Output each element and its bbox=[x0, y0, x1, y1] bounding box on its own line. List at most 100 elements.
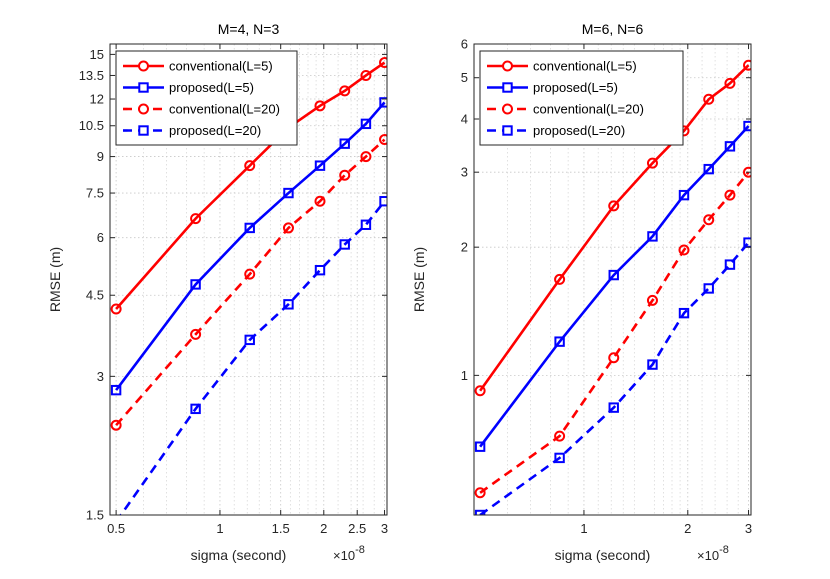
chart-title: M=4, N=3 bbox=[218, 21, 280, 37]
x-exponent-power: -8 bbox=[355, 544, 365, 556]
y-tick-label: 3 bbox=[97, 369, 104, 384]
series-2-point bbox=[608, 269, 619, 281]
series-3-point bbox=[646, 294, 658, 306]
series-1-point bbox=[110, 303, 122, 315]
legend: conventional(L=5) proposed(L=5) convention… bbox=[479, 50, 684, 146]
series-2-point bbox=[283, 187, 294, 199]
legend-item-1: conventional(L=5) bbox=[123, 59, 273, 74]
legend-item-1: conventional(L=5) bbox=[487, 59, 637, 74]
series-2-point bbox=[678, 189, 690, 201]
series-1-point bbox=[724, 77, 736, 89]
series-3-point bbox=[110, 419, 122, 431]
x-exponent-label: ×10-8 bbox=[333, 544, 365, 563]
series-3-point bbox=[244, 268, 256, 280]
series-line-4 bbox=[119, 200, 386, 515]
series-1-point bbox=[244, 160, 256, 172]
x-exponent-power: -8 bbox=[719, 544, 729, 556]
series-2-point bbox=[474, 441, 486, 452]
legend-marker bbox=[502, 60, 513, 72]
chart-panel-2: 1 2 3 1 2 3 4 5 6 ×10-8 M=6, N=6 sigma (second) RMSE… bbox=[411, 21, 752, 563]
x-tick-label: 1.5 bbox=[272, 521, 290, 536]
legend-item-3: conventional(L=20) bbox=[123, 102, 280, 117]
x-tick-label: 0.5 bbox=[107, 521, 125, 536]
x-tick-label: 3 bbox=[381, 521, 388, 536]
series-1-point bbox=[554, 273, 566, 285]
series-2-point bbox=[743, 120, 751, 132]
x-exponent-base: ×10 bbox=[697, 548, 719, 563]
series-group bbox=[110, 57, 387, 515]
grid bbox=[110, 44, 387, 516]
series-1-point bbox=[339, 85, 351, 97]
legend-marker bbox=[138, 125, 149, 136]
series-1-point bbox=[646, 157, 658, 169]
series-2-point bbox=[339, 138, 350, 149]
series-4-point bbox=[283, 299, 294, 310]
series-3-point bbox=[282, 222, 294, 234]
y-tick-label: 13.5 bbox=[79, 68, 104, 83]
series-4-point bbox=[379, 196, 387, 207]
legend-marker bbox=[138, 82, 149, 93]
series-3-point bbox=[339, 169, 351, 181]
series-3-point bbox=[703, 214, 715, 226]
series-2-point bbox=[554, 336, 565, 347]
y-tick-label: 5 bbox=[461, 70, 468, 85]
series-2-point bbox=[190, 279, 201, 290]
legend-label: proposed(L=5) bbox=[533, 80, 618, 95]
y-tick-label: 12 bbox=[90, 92, 104, 107]
series-3-point bbox=[360, 151, 372, 163]
series-group bbox=[474, 59, 751, 515]
legend-item-4: proposed(L=20) bbox=[123, 123, 261, 138]
series-3-point bbox=[314, 195, 326, 207]
legend-marker bbox=[502, 125, 513, 136]
series-2-point bbox=[244, 222, 255, 234]
y-axis-label: RMSE (m) bbox=[411, 247, 427, 312]
x-exponent-base: ×10 bbox=[333, 548, 355, 563]
series-4-point bbox=[608, 402, 619, 413]
series-2-point bbox=[703, 163, 714, 175]
x-tick-label: 2 bbox=[684, 521, 691, 536]
series-3-point bbox=[190, 328, 202, 340]
legend-marker bbox=[138, 103, 149, 115]
series-3-point bbox=[678, 244, 690, 256]
series-1-point bbox=[360, 69, 372, 81]
series-1-point bbox=[703, 93, 715, 105]
x-tick-label: 1 bbox=[580, 521, 587, 536]
series-1-point bbox=[379, 57, 387, 69]
x-exponent-label: ×10-8 bbox=[697, 544, 729, 563]
y-tick-label: 2 bbox=[461, 240, 468, 255]
axes-box bbox=[109, 43, 388, 516]
ticks bbox=[110, 44, 387, 516]
legend-item-4: proposed(L=20) bbox=[487, 123, 625, 138]
series-2-point bbox=[724, 141, 736, 152]
x-tick-label: 3 bbox=[745, 521, 752, 536]
y-tick-label: 10.5 bbox=[79, 118, 104, 133]
y-tick-label: 4 bbox=[461, 111, 468, 126]
y-tick-label: 15 bbox=[90, 47, 104, 62]
series-4-point bbox=[314, 264, 326, 276]
legend-label: conventional(L=5) bbox=[533, 59, 637, 74]
legend: conventional(L=5) proposed(L=5) convention… bbox=[115, 50, 298, 146]
legend-label: conventional(L=20) bbox=[169, 102, 280, 117]
y-tick-label: 1.5 bbox=[86, 508, 104, 523]
series-2-point bbox=[314, 160, 326, 171]
series-3-point bbox=[554, 430, 566, 442]
series-4-point bbox=[724, 259, 736, 270]
series-4-point bbox=[360, 219, 372, 230]
ticks bbox=[474, 43, 751, 515]
legend-item-2: proposed(L=5) bbox=[123, 80, 254, 95]
series-1-point bbox=[608, 200, 620, 212]
legend-label: conventional(L=5) bbox=[169, 59, 273, 74]
chart-title: M=6, N=6 bbox=[582, 21, 644, 37]
y-tick-label: 9 bbox=[97, 149, 104, 164]
legend-marker bbox=[502, 82, 513, 93]
legend-label: conventional(L=20) bbox=[533, 102, 644, 117]
series-4-point bbox=[678, 307, 690, 319]
y-tick-label: 4.5 bbox=[86, 288, 104, 303]
series-4-point bbox=[703, 283, 714, 294]
legend-label: proposed(L=5) bbox=[169, 80, 254, 95]
series-3-point bbox=[724, 189, 736, 201]
series-1-point bbox=[474, 385, 486, 397]
series-line-3 bbox=[479, 171, 750, 494]
series-3-point bbox=[743, 166, 751, 178]
legend-marker bbox=[502, 103, 513, 115]
